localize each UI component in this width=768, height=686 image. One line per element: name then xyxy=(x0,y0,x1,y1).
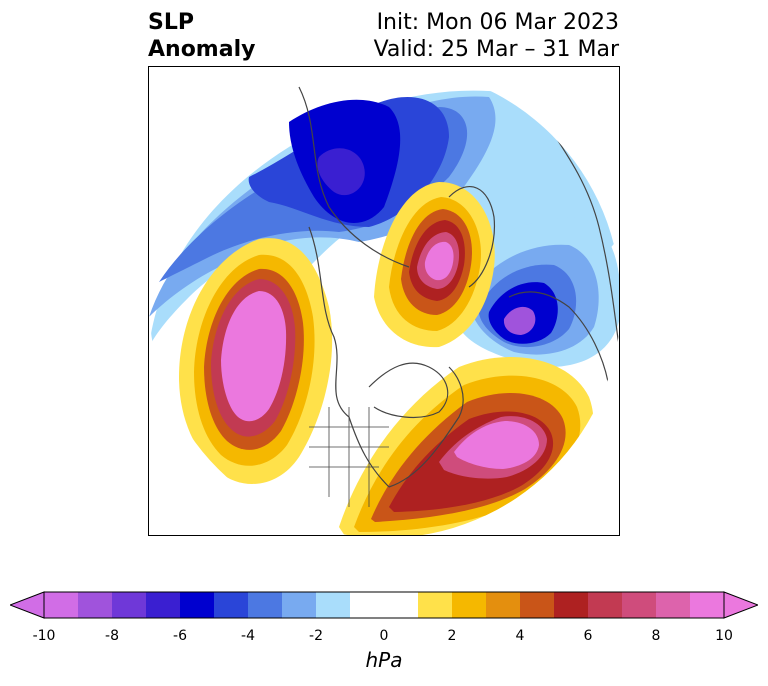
colorbar-segments xyxy=(44,592,725,618)
colorbar xyxy=(10,591,758,619)
colorbar-segment xyxy=(44,592,79,618)
colorbar-tick-label: -2 xyxy=(309,628,323,644)
colorbar-segment xyxy=(384,592,419,618)
positive-arctic-core xyxy=(424,241,454,281)
colorbar-segment xyxy=(78,592,113,618)
plot-title-right: Init: Mon 06 Mar 2023 Valid: 25 Mar – 31… xyxy=(374,9,619,63)
colorbar-segment xyxy=(656,592,691,618)
colorbar-segment xyxy=(554,592,589,618)
colorbar-segment xyxy=(316,592,351,618)
colorbar-units: hPa xyxy=(365,648,403,672)
colorbar-segment xyxy=(214,592,249,618)
colorbar-tick-label: -4 xyxy=(241,628,255,644)
colorbar-segment xyxy=(486,592,521,618)
positive-atlantic-core xyxy=(454,421,539,469)
title-variable: SLP xyxy=(148,10,194,35)
colorbar-segment xyxy=(350,592,385,618)
colorbar-tick-label: -6 xyxy=(173,628,187,644)
positive-pacific-core xyxy=(221,291,287,422)
colorbar-segment xyxy=(418,592,453,618)
coastlines xyxy=(298,86,619,488)
negative-europe-core xyxy=(503,306,536,335)
negative-anomaly-core xyxy=(317,148,365,196)
colorbar-segment xyxy=(452,592,487,618)
negative-anomaly-outer xyxy=(149,90,619,347)
colorbar-segment xyxy=(588,592,623,618)
colorbar-tick-label: 8 xyxy=(651,628,661,644)
colorbar-tick-label: 2 xyxy=(447,628,457,644)
colorbar-segment xyxy=(112,592,147,618)
colorbar-tick-label: 10 xyxy=(715,628,733,644)
colorbar-tick-label: -8 xyxy=(105,628,119,644)
valid-range: Valid: 25 Mar – 31 Mar xyxy=(373,37,619,62)
colorbar-tick-label: 4 xyxy=(515,628,525,644)
colorbar-extend-low xyxy=(10,591,45,619)
colorbar-segment xyxy=(146,592,181,618)
colorbar-tick-label: -10 xyxy=(32,628,56,644)
colorbar-segment xyxy=(622,592,657,618)
colorbar-tick-label: 6 xyxy=(583,628,593,644)
plot-title-left: SLP Anomaly xyxy=(148,9,255,63)
colorbar-extend-high xyxy=(723,591,758,619)
colorbar-segment xyxy=(180,592,215,618)
colorbar-segment xyxy=(690,592,725,618)
colorbar-segment xyxy=(282,592,317,618)
colorbar-tick-label: 0 xyxy=(379,628,389,644)
colorbar-segment xyxy=(248,592,283,618)
colorbar-segment xyxy=(520,592,555,618)
state-borders xyxy=(309,407,389,507)
init-date: Init: Mon 06 Mar 2023 xyxy=(376,10,619,35)
colorbar-frame xyxy=(43,591,725,619)
map-panel xyxy=(148,66,620,536)
anomaly-map xyxy=(149,67,619,535)
title-field: Anomaly xyxy=(148,37,256,62)
